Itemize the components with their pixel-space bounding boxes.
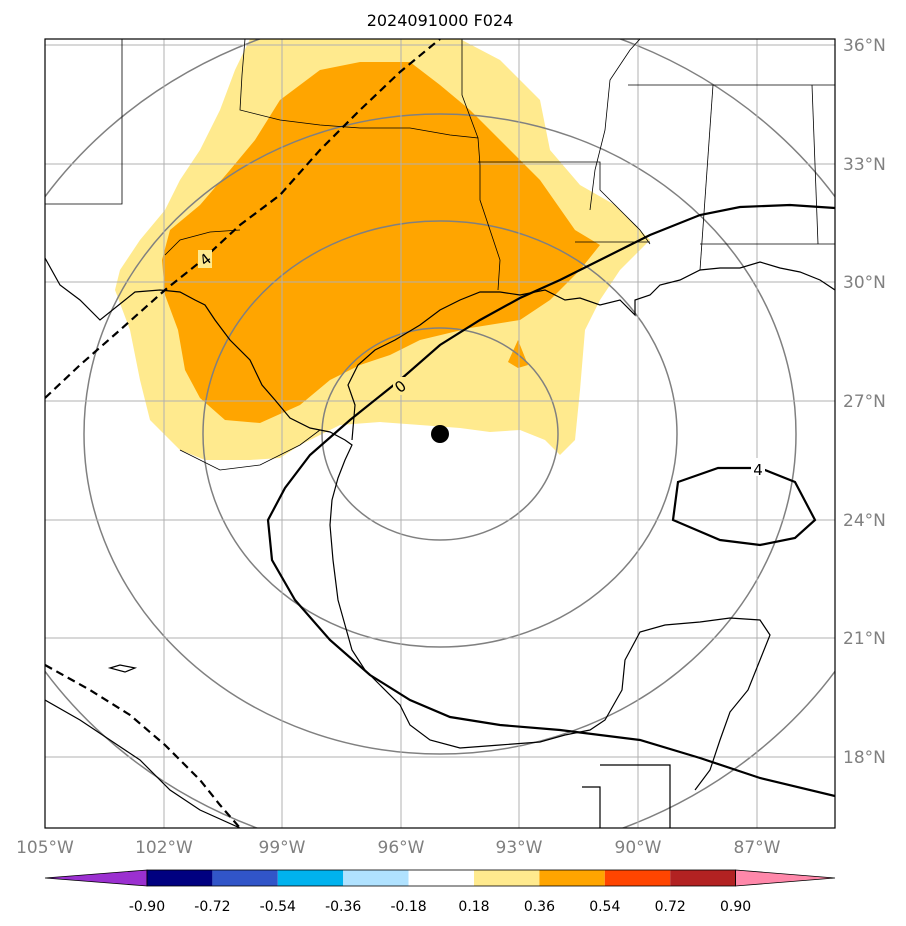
colorbar-label: -0.18 xyxy=(390,899,426,915)
map-area: 4 0 4 xyxy=(45,39,835,828)
colorbar-extend-low xyxy=(44,869,148,887)
lat-tick-36n: 36°N xyxy=(843,36,886,56)
longitude-ticks: 105°W 102°W 99°W 96°W 93°W 90°W 87°W xyxy=(16,838,781,858)
colorbar-bin xyxy=(277,870,344,886)
colorbar-frame xyxy=(146,869,736,887)
lon-tick-87w: 87°W xyxy=(734,838,781,858)
colorbar: -0.90 -0.72 -0.54 -0.36 -0.18 0.18 0.36 … xyxy=(44,869,836,915)
colorbar-label: 0.36 xyxy=(524,899,555,915)
lat-tick-30n: 30°N xyxy=(843,273,886,293)
colorbar-bin xyxy=(670,870,736,886)
colorbar-bin xyxy=(539,870,605,886)
colorbar-bin xyxy=(343,870,409,886)
lon-tick-102w: 102°W xyxy=(135,838,193,858)
dashed-contour-north xyxy=(45,39,441,399)
dashed-contour-south xyxy=(45,664,241,828)
colorbar-label: 0.54 xyxy=(589,899,620,915)
colorbar-label: -0.72 xyxy=(194,899,230,915)
map-frame xyxy=(44,38,836,829)
colorbar-label: 0.90 xyxy=(720,899,751,915)
map-title: 2024091000 F024 xyxy=(367,11,514,30)
lat-tick-27n: 27°N xyxy=(843,392,886,412)
colorbar-label: -0.54 xyxy=(260,899,296,915)
colorbar-bin xyxy=(147,870,213,886)
colorbar-bin xyxy=(604,870,671,886)
colorbar-extend-high xyxy=(735,869,836,887)
contour-label-four: 4 xyxy=(753,461,763,479)
range-rings xyxy=(45,39,835,828)
colorbar-label: 0.18 xyxy=(458,899,489,915)
lat-tick-33n: 33°N xyxy=(843,155,886,175)
graticule xyxy=(45,39,835,828)
contour-labels: 4 0 4 xyxy=(196,250,765,479)
lat-tick-24n: 24°N xyxy=(843,511,886,531)
lon-tick-93w: 93°W xyxy=(496,838,543,858)
colorbar-label: -0.36 xyxy=(325,899,361,915)
colorbar-label: 0.72 xyxy=(655,899,686,915)
state-borders xyxy=(45,39,835,471)
lon-tick-99w: 99°W xyxy=(259,838,306,858)
coastlines xyxy=(45,257,835,828)
storm-center-marker xyxy=(431,425,449,443)
colorbar-bin xyxy=(212,870,278,886)
lat-tick-18n: 18°N xyxy=(843,748,886,768)
colorbar-bin xyxy=(408,870,474,886)
colorbar-label: -0.90 xyxy=(129,899,165,915)
solid-contour-zero xyxy=(266,203,835,798)
solid-contour-four xyxy=(671,466,817,547)
lat-tick-21n: 21°N xyxy=(843,629,886,649)
colorbar-bin xyxy=(474,870,540,886)
latitude-ticks: 36°N 33°N 30°N 27°N 24°N 21°N 18°N xyxy=(843,36,886,768)
contours xyxy=(45,39,835,828)
lon-tick-96w: 96°W xyxy=(378,838,425,858)
lon-tick-90w: 90°W xyxy=(615,838,662,858)
lon-tick-105w: 105°W xyxy=(16,838,74,858)
